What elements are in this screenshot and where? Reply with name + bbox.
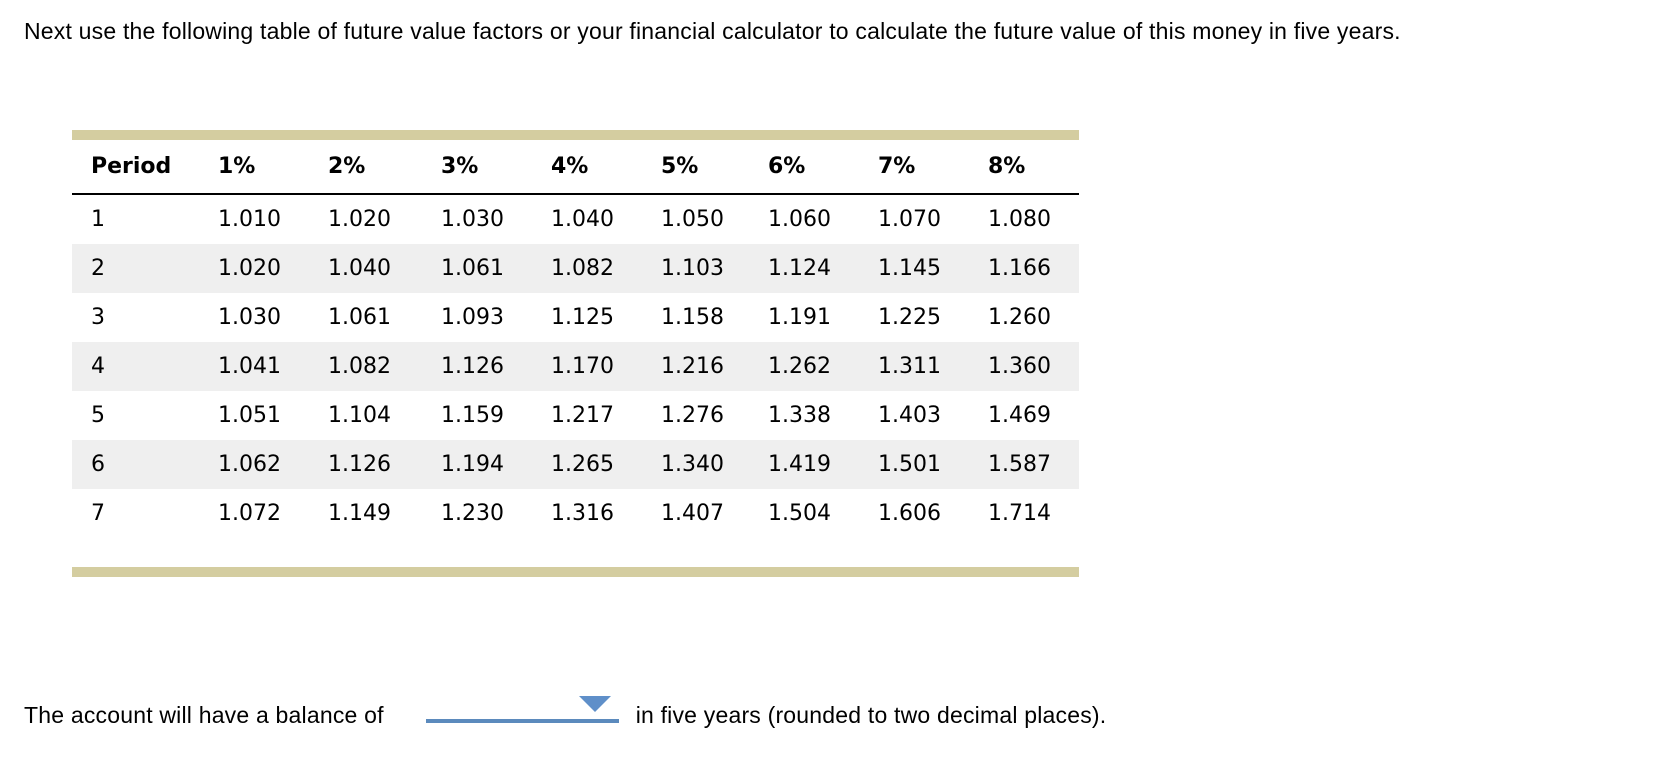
factor-cell: 1.050	[661, 207, 724, 232]
period-cell: 5	[91, 403, 105, 428]
factor-cell: 1.030	[441, 207, 504, 232]
answer-dropdown[interactable]	[425, 696, 619, 723]
factor-cell: 1.103	[661, 256, 724, 281]
table-row: 6 1.062 1.126 1.194 1.265 1.340 1.419 1.501 1.58…	[72, 440, 1079, 489]
factor-cell: 1.194	[441, 452, 504, 477]
factor-cell: 1.714	[988, 501, 1051, 526]
table-row: 5 1.051 1.104 1.159 1.217 1.276 1.338 1.403 1.46…	[72, 391, 1079, 440]
table-row: 7 1.072 1.149 1.230 1.316 1.407 1.504 1.606 1.71…	[72, 489, 1079, 538]
factor-cell: 1.230	[441, 501, 504, 526]
column-header-5pct: 5%	[661, 154, 699, 179]
period-cell: 6	[91, 452, 105, 477]
column-header-2pct: 2%	[328, 154, 366, 179]
factor-cell: 1.501	[878, 452, 941, 477]
factor-cell: 1.060	[768, 207, 831, 232]
table-bottom-spacer	[72, 538, 1079, 567]
factor-cell: 1.166	[988, 256, 1051, 281]
table-header-row: Period 1% 2% 3% 4% 5% 6% 7% 8%	[72, 140, 1079, 195]
factor-cell: 1.040	[328, 256, 391, 281]
factor-cell: 1.216	[661, 354, 724, 379]
factor-cell: 1.262	[768, 354, 831, 379]
column-header-1pct: 1%	[218, 154, 256, 179]
column-header-7pct: 7%	[878, 154, 916, 179]
factor-cell: 1.407	[661, 501, 724, 526]
period-cell: 1	[91, 207, 105, 232]
factor-cell: 1.260	[988, 305, 1051, 330]
period-cell: 2	[91, 256, 105, 281]
table-bottom-accent-bar	[72, 567, 1079, 577]
dropdown-arrow-icon[interactable]	[578, 696, 611, 712]
table-row: 2 1.020 1.040 1.061 1.082 1.103 1.124 1.145 1.16…	[72, 244, 1079, 293]
factor-cell: 1.587	[988, 452, 1051, 477]
factor-cell: 1.159	[441, 403, 504, 428]
factor-cell: 1.104	[328, 403, 391, 428]
factor-cell: 1.082	[551, 256, 614, 281]
factor-cell: 1.125	[551, 305, 614, 330]
answer-prefix-text: The account will have a balance of	[24, 702, 384, 728]
table-row: 3 1.030 1.061 1.093 1.125 1.158 1.191 1.225 1.26…	[72, 293, 1079, 342]
table-row: 1 1.010 1.020 1.030 1.040 1.050 1.060 1.070 1.08…	[72, 195, 1079, 244]
factor-cell: 1.191	[768, 305, 831, 330]
factor-cell: 1.158	[661, 305, 724, 330]
period-cell: 3	[91, 305, 105, 330]
table-top-accent-bar	[72, 130, 1079, 140]
factor-cell: 1.338	[768, 403, 831, 428]
factor-cell: 1.010	[218, 207, 281, 232]
answer-suffix-text: in five years (rounded to two decimal pl…	[635, 702, 1107, 728]
factor-cell: 1.070	[878, 207, 941, 232]
factor-cell: 1.020	[218, 256, 281, 281]
factor-cell: 1.072	[218, 501, 281, 526]
factor-cell: 1.469	[988, 403, 1051, 428]
factor-cell: 1.360	[988, 354, 1051, 379]
factor-cell: 1.225	[878, 305, 941, 330]
column-header-6pct: 6%	[768, 154, 806, 179]
factor-cell: 1.124	[768, 256, 831, 281]
future-value-factor-table: Period 1% 2% 3% 4% 5% 6% 7% 8% 1 1.010 1.0…	[72, 130, 1079, 577]
factor-cell: 1.149	[328, 501, 391, 526]
factor-cell: 1.126	[328, 452, 391, 477]
factor-cell: 1.061	[441, 256, 504, 281]
period-cell: 4	[91, 354, 105, 379]
factor-cell: 1.080	[988, 207, 1051, 232]
factor-cell: 1.126	[441, 354, 504, 379]
factor-cell: 1.041	[218, 354, 281, 379]
factor-cell: 1.061	[328, 305, 391, 330]
factor-cell: 1.504	[768, 501, 831, 526]
factor-cell: 1.606	[878, 501, 941, 526]
period-cell: 7	[91, 501, 105, 526]
factor-cell: 1.145	[878, 256, 941, 281]
factor-cell: 1.276	[661, 403, 724, 428]
column-header-3pct: 3%	[441, 154, 479, 179]
column-header-period: Period	[91, 154, 172, 179]
table-row: 4 1.041 1.082 1.126 1.170 1.216 1.262 1.311 1.36…	[72, 342, 1079, 391]
factor-cell: 1.062	[218, 452, 281, 477]
factor-cell: 1.093	[441, 305, 504, 330]
factor-cell: 1.265	[551, 452, 614, 477]
factor-cell: 1.170	[551, 354, 614, 379]
factor-cell: 1.040	[551, 207, 614, 232]
factor-cell: 1.311	[878, 354, 941, 379]
factor-cell: 1.316	[551, 501, 614, 526]
factor-cell: 1.020	[328, 207, 391, 232]
table-body: 1 1.010 1.020 1.030 1.040 1.050 1.060 1.070 1.08…	[72, 195, 1079, 538]
factor-cell: 1.217	[551, 403, 614, 428]
factor-cell: 1.403	[878, 403, 941, 428]
column-header-4pct: 4%	[551, 154, 589, 179]
factor-cell: 1.030	[218, 305, 281, 330]
question-text: Next use the following table of future v…	[24, 18, 1401, 44]
factor-cell: 1.051	[218, 403, 281, 428]
factor-cell: 1.340	[661, 452, 724, 477]
column-header-8pct: 8%	[988, 154, 1026, 179]
factor-cell: 1.419	[768, 452, 831, 477]
answer-sentence: The account will have a balance of in fi…	[24, 696, 1107, 729]
factor-cell: 1.082	[328, 354, 391, 379]
